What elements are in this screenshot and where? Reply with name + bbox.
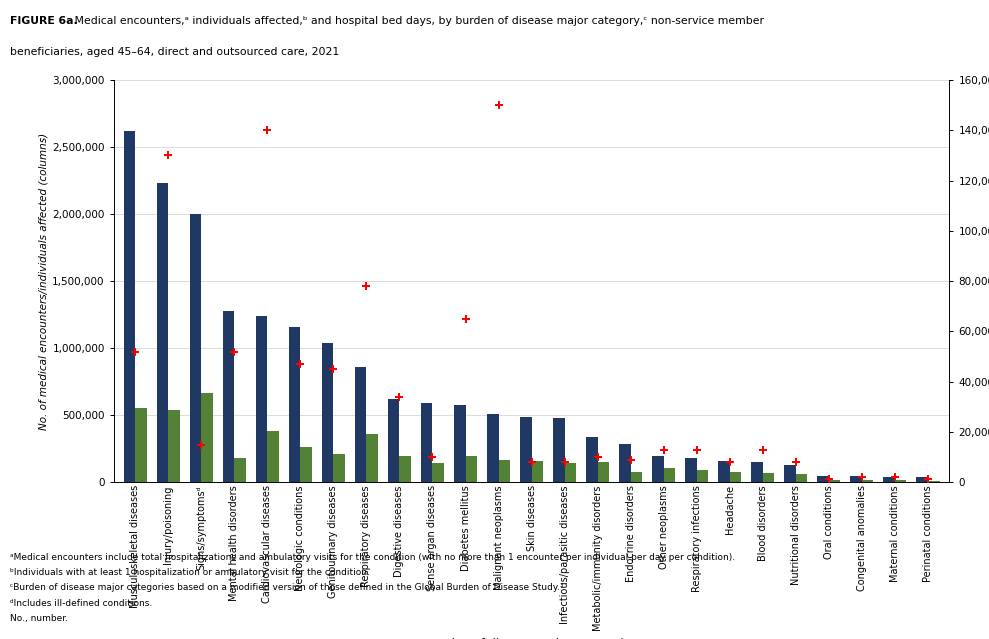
X-axis label: Burden of disease major categories: Burden of disease major categories [426,638,637,639]
Text: beneficiaries, aged 45–64, direct and outsourced care, 2021: beneficiaries, aged 45–64, direct and ou… [10,47,339,57]
Bar [190,214,202,482]
Bar [851,477,861,482]
Bar [256,316,267,482]
Bar [817,475,829,482]
Bar [752,461,763,482]
Bar [301,447,312,482]
Bar [883,477,895,482]
Bar [696,470,708,482]
Bar [124,131,135,482]
Text: ᵇIndividuals with at least 1 hospitalization or ambulatory visit for the conditi: ᵇIndividuals with at least 1 hospitaliza… [10,568,370,577]
Bar [730,472,742,482]
Bar [796,474,807,482]
Bar [763,473,774,482]
Bar [454,404,466,482]
Bar [520,417,532,482]
Bar [829,480,841,482]
Text: ᶜBurden of disease major categories based on a modified version of those defined: ᶜBurden of disease major categories base… [10,583,564,592]
Text: No., number.: No., number. [10,614,68,623]
Text: Medical encounters,ᵃ individuals affected,ᵇ and hospital bed days, by burden of : Medical encounters,ᵃ individuals affecte… [71,16,764,26]
Bar [333,454,345,482]
Bar [597,463,609,482]
Text: ᵃMedical encounters include total hospitalizations and ambulatory visits for the: ᵃMedical encounters include total hospit… [10,553,735,562]
Bar [156,183,168,482]
Bar [355,367,367,482]
Bar [664,468,675,482]
Bar [223,311,234,482]
Bar [168,410,180,482]
Bar [619,443,631,482]
Bar [917,477,928,482]
Bar [202,392,213,482]
Bar [586,437,597,482]
Bar [565,463,577,482]
Bar [685,458,696,482]
Bar [135,408,146,482]
Bar [388,399,400,482]
Bar [928,481,940,482]
Bar [267,431,279,482]
Bar [400,456,411,482]
Bar [652,456,664,482]
Text: ᵈIncludes ill-defined conditions.: ᵈIncludes ill-defined conditions. [10,599,152,608]
Bar [421,403,432,482]
Bar [553,418,565,482]
Bar [289,327,301,482]
Bar [784,465,796,482]
Bar [895,481,907,482]
Bar [718,461,730,482]
Bar [321,343,333,482]
Bar [466,456,477,482]
Bar [487,414,498,482]
Bar [234,458,246,482]
Bar [498,460,510,482]
Y-axis label: No. of medical encounters/individuals affected (columns): No. of medical encounters/individuals af… [38,133,48,429]
Bar [861,480,873,482]
Bar [532,461,543,482]
Text: FIGURE 6a.: FIGURE 6a. [10,16,78,26]
Bar [432,463,444,482]
Bar [367,434,378,482]
Bar [631,472,642,482]
